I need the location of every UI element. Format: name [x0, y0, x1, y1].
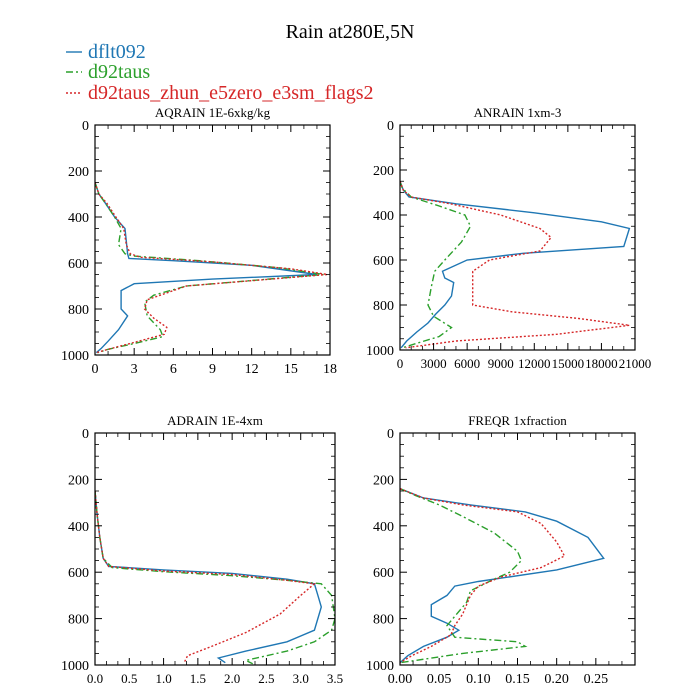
legend-label: d92taus_zhun_e5zero_e3sm_flags2 [88, 82, 373, 104]
figure-title: Rain at280E,5N [286, 21, 415, 43]
series-line [400, 181, 630, 349]
x-tick-label: 12000 [518, 356, 551, 371]
plot-frame [94, 432, 336, 666]
series-line [400, 181, 631, 349]
y-tick-label: 1000 [61, 349, 89, 364]
y-tick-label: 200 [373, 473, 394, 488]
x-tick-label: 0.20 [544, 672, 569, 687]
y-tick-label: 600 [68, 566, 89, 581]
series-line [400, 488, 566, 664]
x-tick-label: 3 [131, 362, 138, 377]
y-tick-label: 200 [68, 165, 89, 180]
y-tick-label: 200 [68, 473, 89, 488]
y-tick-label: 1000 [61, 659, 89, 674]
x-tick-label: 0 [397, 356, 404, 371]
x-tick-label: 0 [92, 362, 99, 377]
y-tick-label: 1000 [366, 344, 394, 359]
x-tick-label: 21000 [619, 356, 652, 371]
x-tick-label: 1.5 [190, 671, 206, 686]
series-line [95, 182, 324, 354]
panel-title: ANRAIN 1xm-3 [474, 105, 562, 120]
plot-frame [399, 124, 636, 351]
series-line [95, 182, 317, 354]
y-tick-label: 400 [373, 520, 394, 535]
x-tick-label: 2.5 [258, 671, 274, 686]
x-tick-label: 6000 [454, 356, 480, 371]
x-tick-label: 3.5 [327, 671, 343, 686]
legend: dflt092d92tausd92taus_zhun_e5zero_e3sm_f… [66, 41, 373, 104]
y-tick-label: 0 [387, 119, 394, 134]
plot-frame [399, 432, 636, 666]
y-tick-label: 1000 [366, 659, 394, 674]
x-tick-label: 12 [245, 362, 259, 377]
x-tick-label: 18000 [585, 356, 618, 371]
legend-label: dflt092 [88, 41, 146, 63]
x-tick-label: 0.5 [121, 671, 137, 686]
series-line [400, 488, 528, 664]
x-tick-label: 0.00 [388, 672, 413, 687]
plot-frame [94, 124, 331, 356]
x-tick-label: 3.0 [293, 671, 309, 686]
series-line [400, 488, 605, 664]
y-tick-label: 800 [373, 613, 394, 628]
x-tick-label: 15 [284, 362, 298, 377]
series-line [400, 181, 472, 349]
legend-label: d92taus [88, 61, 150, 83]
y-tick-label: 400 [68, 520, 89, 535]
x-tick-label: 0.10 [466, 672, 491, 687]
x-tick-label: 0.25 [584, 672, 609, 687]
x-tick-label: 15000 [552, 356, 585, 371]
series-line [95, 182, 328, 354]
y-tick-label: 0 [82, 427, 89, 442]
series-line [95, 490, 317, 664]
x-tick-label: 1.0 [155, 671, 171, 686]
x-tick-label: 18 [323, 362, 337, 377]
y-tick-label: 400 [373, 209, 394, 224]
y-tick-label: 0 [82, 119, 89, 134]
y-tick-label: 600 [373, 566, 394, 581]
panel-title: FREQR 1xfraction [468, 413, 567, 428]
x-tick-label: 0.05 [427, 672, 452, 687]
y-tick-label: 200 [373, 164, 394, 179]
y-tick-label: 0 [387, 427, 394, 442]
y-tick-label: 800 [68, 613, 89, 628]
x-tick-label: 3000 [421, 356, 447, 371]
panel-title: ADRAIN 1E-4xm [167, 413, 263, 428]
y-tick-label: 800 [68, 303, 89, 318]
x-tick-label: 6 [170, 362, 177, 377]
y-tick-label: 600 [373, 254, 394, 269]
panel-title: AQRAIN 1E-6xkg/kg [155, 105, 271, 120]
x-tick-label: 0.0 [87, 671, 103, 686]
y-tick-label: 400 [68, 211, 89, 226]
y-tick-label: 800 [373, 299, 394, 314]
x-tick-label: 9 [209, 362, 216, 377]
x-tick-label: 2.0 [224, 671, 240, 686]
series-line [95, 490, 323, 664]
series-line [95, 490, 335, 665]
x-tick-label: 0.15 [505, 672, 530, 687]
y-tick-label: 600 [68, 257, 89, 272]
x-tick-label: 9000 [488, 356, 514, 371]
